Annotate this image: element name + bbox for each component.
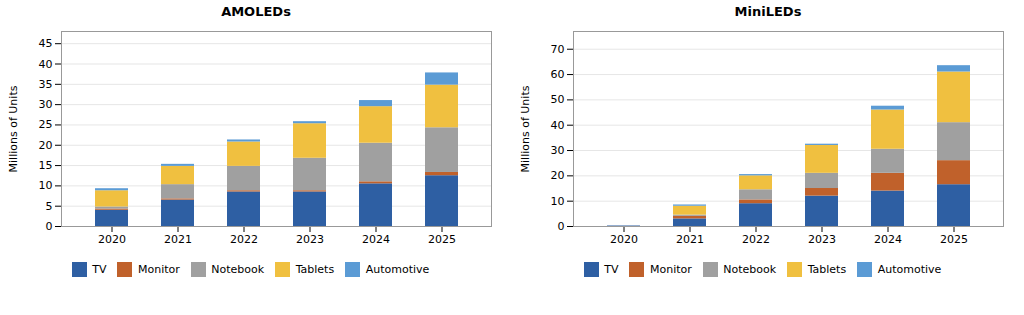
svg-text:2024: 2024 [874,233,902,246]
svg-text:15: 15 [39,159,53,172]
svg-text:2022: 2022 [230,233,258,246]
svg-text:2023: 2023 [808,233,836,246]
svg-text:30: 30 [39,98,53,111]
svg-text:25: 25 [39,118,53,131]
svg-text:2023: 2023 [296,233,324,246]
svg-text:2021: 2021 [676,233,704,246]
svg-text:10: 10 [39,179,53,192]
html-text:AMOLEDs: AMOLEDs [221,4,291,19]
html-text:Notebook: Notebook [723,263,777,276]
html-text:Notebook: Notebook [211,263,265,276]
svg-text:2024: 2024 [362,233,390,246]
svg-text:2021: 2021 [164,233,192,246]
svg-text:35: 35 [39,78,53,91]
svg-text:5: 5 [46,200,53,213]
html-text:TV: TV [92,263,107,276]
html-text:Automotive: Automotive [365,263,430,276]
svg-text:20: 20 [39,139,53,152]
svg-text:20: 20 [551,169,565,182]
svg-text:2022: 2022 [742,233,770,246]
svg-text:40: 40 [551,119,565,132]
svg-text:2020: 2020 [610,233,638,246]
svg-text:30: 30 [551,144,565,157]
svg-text:45: 45 [39,37,53,50]
html-text:MiniLEDs: MiniLEDs [734,4,802,19]
svg-text:2025: 2025 [940,233,968,246]
svg-text:10: 10 [551,195,565,208]
html-text:TV: TV [604,263,619,276]
html-text:Monitor: Monitor [650,263,692,276]
svg-text:0: 0 [46,220,53,233]
svg-text:2020: 2020 [98,233,126,246]
svg-text:70: 70 [551,43,565,56]
svg-text:Millions of Units: Millions of Units [7,85,20,172]
svg-text:Millions of Units: Millions of Units [519,85,532,172]
html-text:Automotive: Automotive [877,263,942,276]
html-text:Monitor: Monitor [138,263,180,276]
svg-text:60: 60 [551,68,565,81]
svg-text:40: 40 [39,58,53,71]
svg-text:2025: 2025 [428,233,456,246]
html-text:Tablets: Tablets [807,263,847,276]
svg-text:0: 0 [558,220,565,233]
svg-text:50: 50 [551,93,565,106]
html-text:Tablets: Tablets [295,263,335,276]
